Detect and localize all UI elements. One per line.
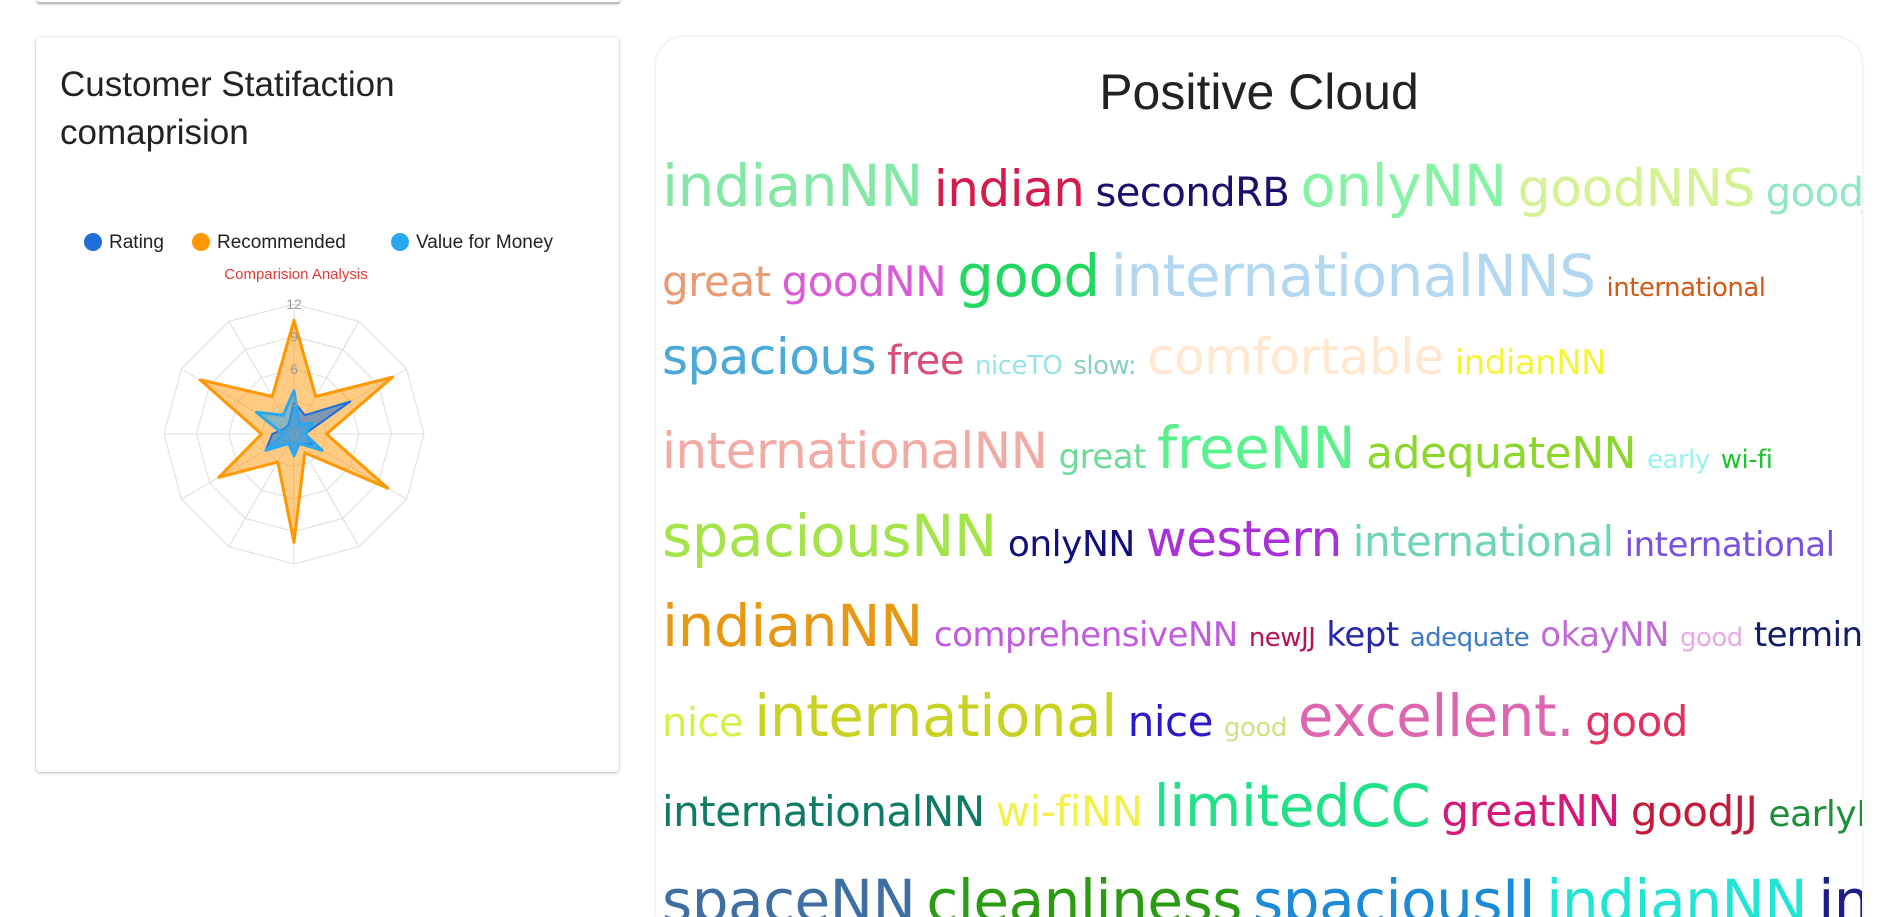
cloud-word: newJJ <box>1248 623 1316 653</box>
card-title: Customer Statifaction comaprision <box>60 65 395 152</box>
cloud-word: spacious <box>662 328 877 386</box>
cloud-word: slow: <box>1073 351 1137 381</box>
axis-tick-label: 0 <box>290 426 298 442</box>
cloud-word: international <box>1818 867 1862 917</box>
cloud-word: kept <box>1326 615 1399 655</box>
cloud-row: indianNN comprehensiveNN newJJ kept adequate… <box>662 597 1862 667</box>
cloud-word: goodNNS <box>1517 159 1755 219</box>
cloud-word: good <box>1679 623 1743 653</box>
radar-title: Comparision Analysis <box>224 266 367 283</box>
cloud-row: internationalNN great freeNN adequateNN earl… <box>662 419 1784 489</box>
cloud-word: freeNN <box>1156 414 1356 482</box>
legend-marker-2 <box>391 233 409 251</box>
legend-label-2: Value for Money <box>416 232 553 253</box>
cloud-word: indianNN <box>662 592 923 660</box>
cloud-word: early <box>1647 445 1710 475</box>
cloud-row: internationalNN wi-fiNN limitedCC greatNN go… <box>662 777 1862 847</box>
cloud-word: great <box>1058 437 1147 477</box>
axis-tick-label: 6 <box>290 361 298 377</box>
cloud-row: spaceNNcleanlinessspaciousJJindianNNinte… <box>662 872 1862 917</box>
cloud-word: goodJJ <box>1630 787 1758 836</box>
cloud-word: spaceNN <box>662 867 916 917</box>
cloud-word: internationalNNS <box>1110 242 1596 310</box>
cloud-word: excellent. <box>1297 682 1575 750</box>
legend-marker-1 <box>192 233 210 251</box>
cloud-word: okayNN <box>1540 615 1669 655</box>
cloud-word: free <box>887 338 965 384</box>
axis-tick-label: 9 <box>290 329 298 345</box>
cloud-word: great <box>662 257 771 306</box>
cloud-word: adequate <box>1409 623 1530 653</box>
cloud-word: wi-fi <box>1720 445 1773 475</box>
cloud-word: wi-fiNN <box>995 787 1143 836</box>
cloud-row: nice international nice good excellent. good <box>662 687 1699 757</box>
cloud-word: comfortable <box>1147 328 1444 386</box>
cloud-word: onlyNN <box>1300 152 1507 220</box>
cloud-row: spaciousNN onlyNN western international inte… <box>662 507 1846 577</box>
cloud-word: adequateNN <box>1366 428 1637 479</box>
cloud-word: earlyIN <box>1768 794 1862 835</box>
cloud-row: spacious free niceTO slow: comfortable indian… <box>662 332 1617 402</box>
cloud-word: indian <box>933 160 1085 218</box>
cloud-word: good <box>957 242 1100 310</box>
cloud-word: limitedCC <box>1153 772 1431 840</box>
legend-label-0: Rating <box>109 232 164 253</box>
cloud-row: indianNNindiansecondRBonlyNNgoodNNSgoodJ… <box>662 157 1862 227</box>
word-cloud-card: Positive Cloud indianNN indian secondRB onl… <box>656 37 1862 917</box>
radar-chart: Rating Recommended Value for Money Comparis… <box>84 232 553 565</box>
cloud-word: goodJJ <box>1765 170 1862 216</box>
cloud-word: indianNN <box>1454 343 1607 383</box>
cloud-word: niceTO <box>975 351 1063 381</box>
axis-tick-label: 12 <box>286 296 302 312</box>
top-panel-edge <box>36 0 621 4</box>
cloud-word: greatNN <box>1441 786 1620 837</box>
cloud-word: goodNN <box>781 257 947 306</box>
cloud-word: western <box>1145 510 1342 568</box>
axis-tick-label: 3 <box>290 394 298 410</box>
cloud-word: international <box>1624 525 1835 565</box>
cloud-word: onlyNN <box>1007 524 1136 565</box>
cloud-word: nice <box>662 700 744 746</box>
cloud-word: internationalNN <box>662 787 985 836</box>
cloud-row: great goodNN good internationalNNS internati… <box>662 247 1777 317</box>
cloud-word: good <box>1585 697 1688 746</box>
cloud-title: Positive Cloud <box>1099 64 1419 120</box>
cloud-word: terminal <box>1753 615 1862 655</box>
cloud-word: cleanliness <box>926 867 1243 917</box>
cloud-word: internationalNN <box>662 422 1048 480</box>
cloud-word: comprehensiveNN <box>933 615 1238 655</box>
cloud-word: secondRB <box>1095 170 1290 216</box>
cloud-word: international <box>754 682 1117 750</box>
series-area-2 <box>255 389 324 458</box>
cloud-word: international <box>1352 517 1614 566</box>
cloud-word: international <box>1606 273 1767 303</box>
cloud-word: nice <box>1127 697 1214 746</box>
cloud-word: good <box>1224 713 1287 743</box>
legend-marker-0 <box>84 233 102 251</box>
satisfaction-card: Customer Statifaction comaprision Rating… <box>36 37 619 772</box>
legend-label-1: Recommended <box>217 232 346 253</box>
cloud-word: spaciousNN <box>662 502 997 570</box>
cloud-word: spaciousJJ <box>1253 867 1536 917</box>
cloud-word: indianNN <box>1546 867 1808 917</box>
cloud-word: indianNN <box>662 152 923 220</box>
